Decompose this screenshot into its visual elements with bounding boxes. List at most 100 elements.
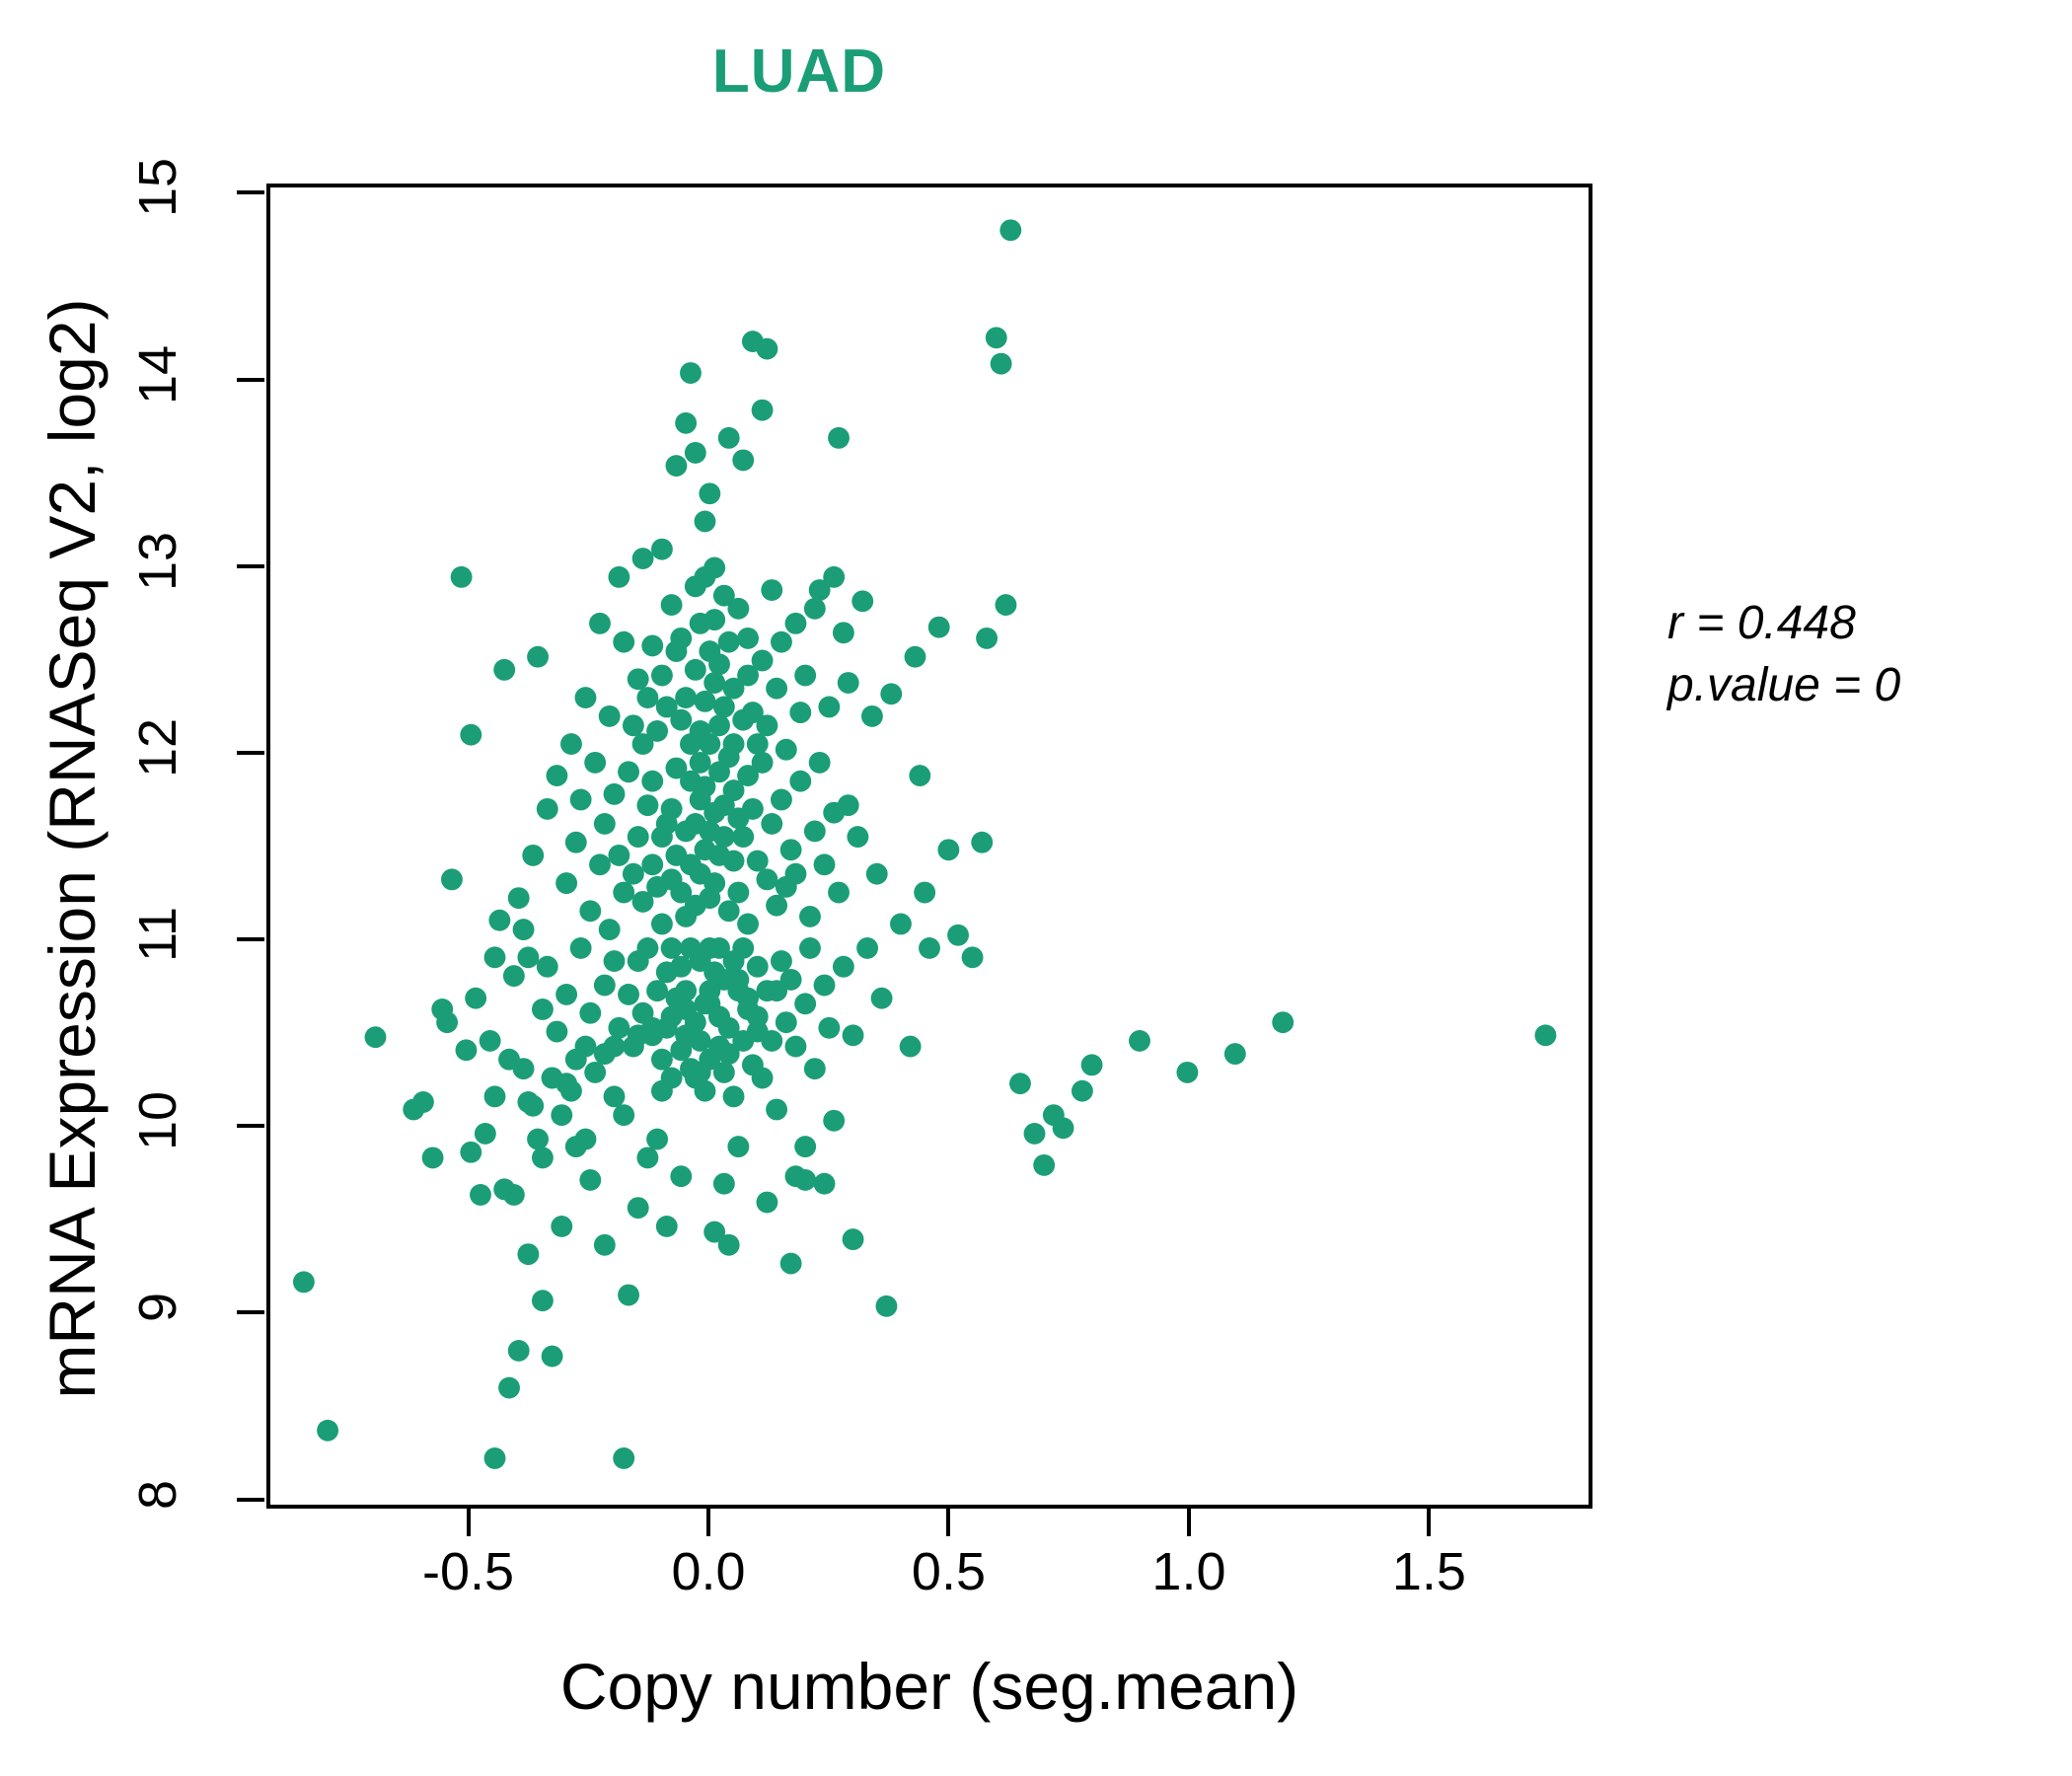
scatter-point <box>689 751 711 774</box>
scatter-point <box>694 690 716 712</box>
scatter-point <box>579 900 602 923</box>
correlation-annotation: r = 0.448 p.value = 0 <box>1667 592 1900 717</box>
x-tick-label: 0.0 <box>671 1542 746 1601</box>
scatter-point <box>1033 1153 1056 1176</box>
scatter-point <box>789 770 812 792</box>
scatter-point <box>665 455 688 477</box>
scatter-point <box>593 1233 616 1256</box>
y-tick-label: 11 <box>128 907 187 963</box>
scatter-point <box>766 677 788 700</box>
scatter-point <box>717 630 740 653</box>
scatter-point <box>909 765 931 786</box>
scatter-point <box>751 399 774 421</box>
scatter-point <box>694 776 716 798</box>
scatter-point <box>703 556 726 579</box>
scatter-point <box>689 1061 711 1083</box>
scatter-point <box>650 913 673 935</box>
scatter-point <box>441 868 463 891</box>
y-tick-mark <box>237 937 264 942</box>
scatter-point <box>603 782 626 805</box>
scatter-point <box>680 362 702 384</box>
scatter-point <box>460 1141 482 1163</box>
scatter-point <box>722 850 745 872</box>
scatter-point <box>1272 1011 1295 1034</box>
x-tick-mark <box>706 1509 710 1536</box>
scatter-point <box>794 993 817 1015</box>
y-axis-title: mRNA Expression (RNASeq V2, log2) <box>36 298 109 1399</box>
scatter-point <box>665 757 688 779</box>
scatter-point <box>613 1104 635 1127</box>
scatter-point <box>756 714 778 737</box>
scatter-point <box>813 853 836 876</box>
scatter-point <box>655 1216 678 1237</box>
scatter-point <box>999 219 1022 242</box>
scatter-point <box>608 844 630 866</box>
scatter-point <box>675 687 698 709</box>
scatter-point <box>589 853 611 876</box>
scatter-point <box>746 1020 769 1043</box>
scatter-point <box>712 826 735 849</box>
scatter-point <box>766 894 788 917</box>
y-tick-label: 14 <box>128 344 187 405</box>
scatter-point <box>761 813 783 835</box>
scatter-point <box>856 936 879 959</box>
y-tick-mark <box>237 1124 264 1129</box>
scatter-point <box>717 900 740 923</box>
scatter-point <box>608 565 630 588</box>
scatter-point <box>737 664 759 687</box>
scatter-point <box>670 708 693 731</box>
scatter-point <box>803 820 826 843</box>
scatter-point <box>746 955 769 978</box>
y-tick-label: 15 <box>128 158 187 218</box>
scatter-point <box>608 1016 630 1039</box>
scatter-point <box>837 672 859 694</box>
scatter-point <box>317 1419 339 1442</box>
scatter-point <box>483 946 506 969</box>
scatter-point <box>703 872 726 895</box>
scatter-point <box>771 788 792 811</box>
scatter-point <box>364 1026 387 1049</box>
scatter-point <box>727 1136 750 1158</box>
scatter-point <box>766 1098 788 1121</box>
scatter-point <box>650 664 673 687</box>
scatter-point <box>746 1005 769 1028</box>
scatter-point <box>564 831 587 853</box>
scatter-point <box>1223 1043 1246 1066</box>
scatter-point <box>622 862 644 885</box>
scatter-points-layer <box>292 219 1557 1469</box>
scatter-point <box>717 1043 740 1066</box>
scatter-point <box>646 1128 669 1150</box>
scatter-point <box>650 538 673 560</box>
scatter-point <box>727 968 750 991</box>
scatter-point <box>746 733 769 756</box>
scatter-point <box>479 1029 501 1052</box>
scatter-point <box>870 987 893 1009</box>
scatter-point <box>771 950 792 973</box>
scatter-point <box>593 974 616 997</box>
scatter-point <box>813 974 836 997</box>
scatter-point <box>703 1221 726 1243</box>
scatter-point <box>737 987 759 1009</box>
scatter-point <box>756 337 778 360</box>
scatter-point <box>670 955 693 978</box>
scatter-point <box>498 1376 520 1399</box>
scatter-point <box>717 426 740 449</box>
scatter-point <box>470 1184 491 1206</box>
scatter-point <box>699 733 721 756</box>
scatter-point <box>851 590 874 613</box>
scatter-point <box>627 1197 649 1220</box>
scatter-point <box>517 1091 540 1113</box>
scatter-point <box>650 1048 673 1071</box>
scatter-point <box>483 1085 506 1108</box>
page-title: LUAD <box>711 37 887 106</box>
y-tick-label: 12 <box>128 717 187 777</box>
scatter-point <box>584 751 607 774</box>
y-tick-label: 10 <box>128 1091 187 1151</box>
scatter-point <box>708 653 730 676</box>
scatter-point <box>746 850 769 872</box>
scatter-point <box>717 1233 740 1256</box>
scatter-point <box>741 702 764 724</box>
scatter-point <box>751 649 774 672</box>
scatter-point <box>803 597 826 620</box>
scatter-point <box>847 826 869 849</box>
